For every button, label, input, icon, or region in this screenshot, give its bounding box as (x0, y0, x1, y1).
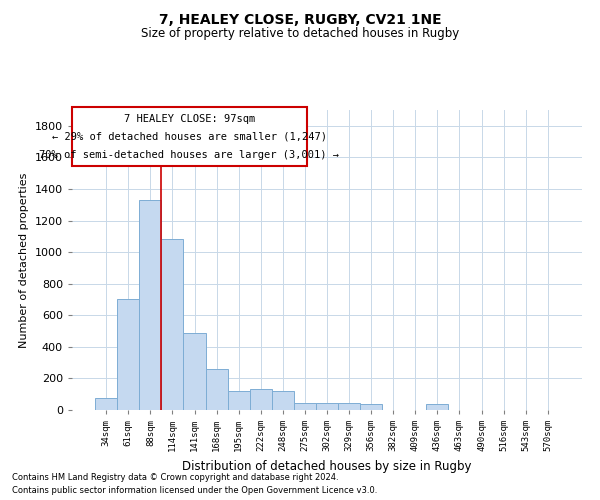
Bar (316, 403, 338, 410)
Bar (294, 403, 316, 410)
Bar (227, 391, 250, 410)
Text: 70% of semi-detached houses are larger (3,001) →: 70% of semi-detached houses are larger (… (40, 150, 340, 160)
Text: Contains public sector information licensed under the Open Government Licence v3: Contains public sector information licen… (12, 486, 377, 495)
Bar (139, 200, 161, 410)
Y-axis label: Number of detached properties: Number of detached properties (19, 172, 29, 348)
Text: 7 HEALEY CLOSE: 97sqm: 7 HEALEY CLOSE: 97sqm (124, 114, 255, 124)
Bar (338, 403, 360, 410)
Bar (184, 332, 206, 410)
Text: ← 29% of detached houses are smaller (1,247): ← 29% of detached houses are smaller (1,… (52, 131, 327, 141)
Bar (161, 240, 184, 410)
Text: Size of property relative to detached houses in Rugby: Size of property relative to detached ho… (141, 28, 459, 40)
Bar (250, 388, 272, 410)
Bar (427, 404, 448, 410)
Text: 7, HEALEY CLOSE, RUGBY, CV21 1NE: 7, HEALEY CLOSE, RUGBY, CV21 1NE (158, 12, 442, 26)
Bar (206, 369, 227, 410)
Bar (117, 300, 139, 410)
X-axis label: Distribution of detached houses by size in Rugby: Distribution of detached houses by size … (182, 460, 472, 472)
Bar (272, 391, 294, 410)
Bar (360, 404, 382, 410)
FancyBboxPatch shape (72, 107, 307, 166)
Text: Contains HM Land Registry data © Crown copyright and database right 2024.: Contains HM Land Registry data © Crown c… (12, 474, 338, 482)
Bar (95, 398, 117, 410)
